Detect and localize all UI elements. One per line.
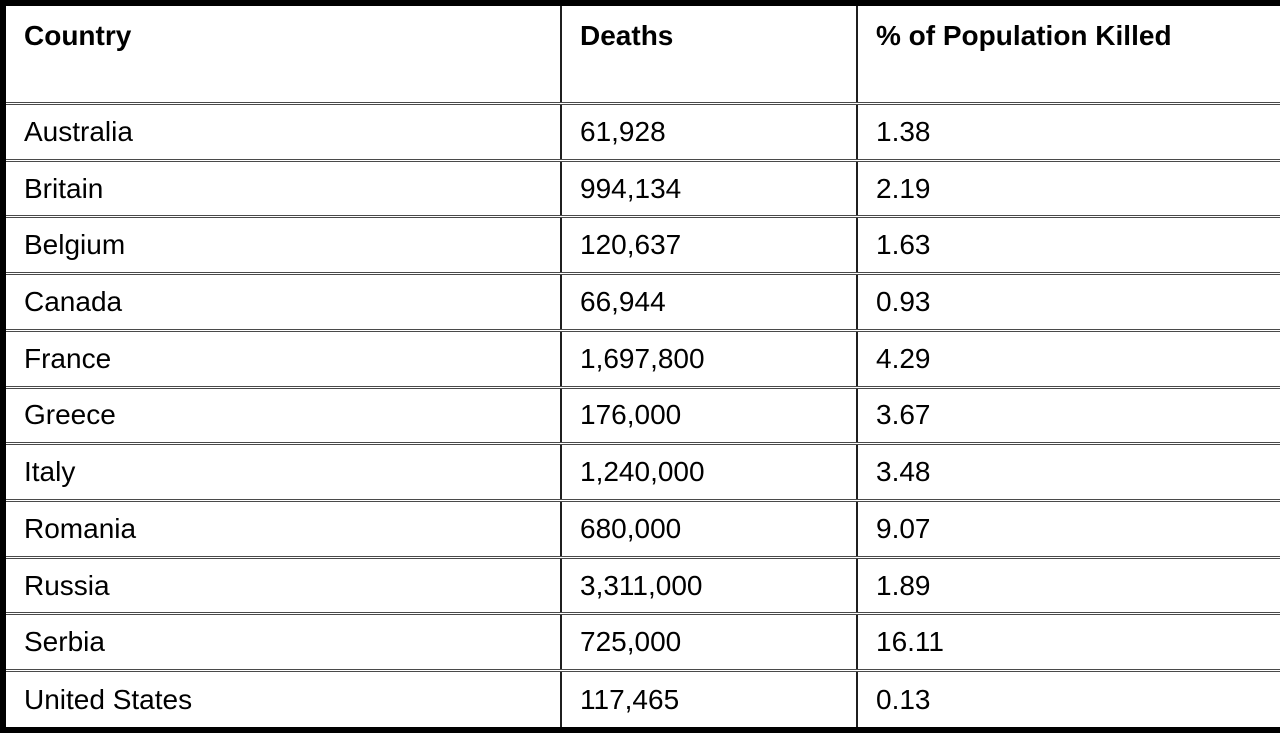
deaths-cell: 176,000 [560,387,858,446]
country-cell: Italy [2,443,562,503]
deaths-cell: 725,000 [560,613,858,673]
deaths-cell: 3,311,000 [560,557,858,616]
table-row: Italy 1,240,000 3.48 [2,443,1280,503]
percent-killed-cell: 2.19 [856,160,1280,219]
table-row: Russia 3,311,000 1.89 [2,557,1280,616]
table-row: Serbia 725,000 16.11 [2,613,1280,673]
table-body: Australia 61,928 1.38 Britain 994,134 2.19 Bel… [2,103,1280,732]
percent-killed-cell: 3.48 [856,443,1280,503]
table-row: France 1,697,800 4.29 [2,330,1280,389]
table-row: Britain 994,134 2.19 [2,160,1280,219]
header-row: Country Deaths % of Population Killed [2,3,1280,105]
percent-killed-cell: 4.29 [856,330,1280,389]
table-row: Romania 680,000 9.07 [2,500,1280,559]
deaths-cell: 1,240,000 [560,443,858,503]
percent-killed-cell: 3.67 [856,387,1280,446]
deaths-cell: 66,944 [560,273,858,332]
table-row: Canada 66,944 0.93 [2,273,1280,332]
deaths-cell: 117,465 [560,670,858,732]
deaths-cell: 120,637 [560,216,858,276]
country-cell: Romania [2,500,562,559]
percent-killed-cell: 1.63 [856,216,1280,276]
country-cell: Britain [2,160,562,219]
percent-killed-cell: 1.38 [856,103,1280,162]
percent-killed-cell: 9.07 [856,500,1280,559]
deaths-cell: 680,000 [560,500,858,559]
percent-killed-cell: 0.13 [856,670,1280,732]
country-cell: France [2,330,562,389]
country-cell: Russia [2,557,562,616]
deaths-cell: 61,928 [560,103,858,162]
column-header-country: Country [2,3,562,105]
country-cell: Greece [2,387,562,446]
percent-killed-cell: 0.93 [856,273,1280,332]
country-cell: Serbia [2,613,562,673]
column-header-deaths: Deaths [560,3,858,105]
table-row: Greece 176,000 3.67 [2,387,1280,446]
country-cell: Australia [2,103,562,162]
table-row: Belgium 120,637 1.63 [2,216,1280,276]
country-cell: United States [2,670,562,732]
table-row: Australia 61,928 1.38 [2,103,1280,162]
country-cell: Belgium [2,216,562,276]
table-row: United States 117,465 0.13 [2,670,1280,732]
deaths-cell: 1,697,800 [560,330,858,389]
column-header-percent-killed: % of Population Killed [856,3,1280,105]
deaths-cell: 994,134 [560,160,858,219]
percent-killed-cell: 1.89 [856,557,1280,616]
country-cell: Canada [2,273,562,332]
percent-killed-cell: 16.11 [856,613,1280,673]
